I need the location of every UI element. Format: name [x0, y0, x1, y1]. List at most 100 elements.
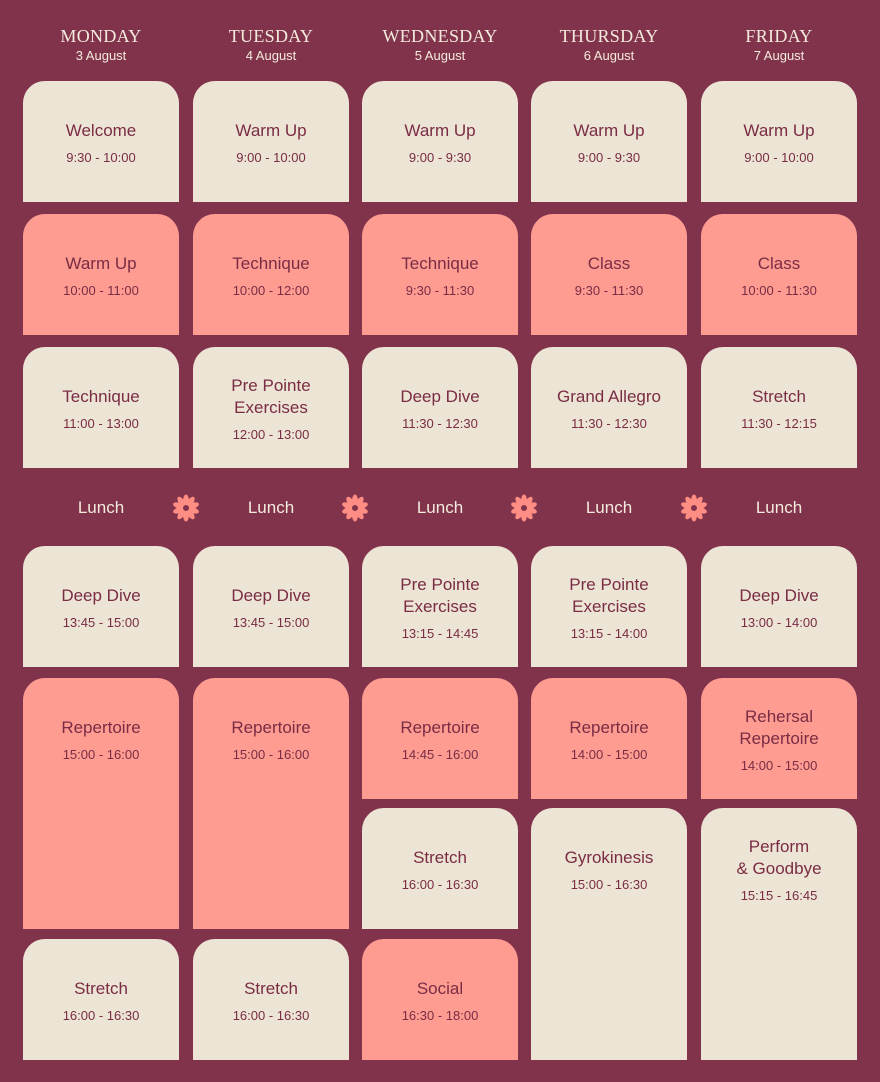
session-time: 15:00 - 16:00: [62, 747, 140, 762]
title-line: & Goodbye: [736, 859, 822, 878]
title-line: Technique: [401, 254, 479, 273]
title-line: Stretch: [413, 848, 467, 867]
flower-icon: [511, 494, 537, 522]
title-line: Warm Up: [404, 121, 476, 140]
title-line: Repertoire: [739, 729, 819, 748]
session-card: Technique 9:30 - 11:30: [362, 214, 518, 335]
title-line: Exercises: [234, 398, 308, 417]
session-time: 15:00 - 16:00: [232, 747, 310, 762]
session-card: Pre Pointe Exercises 13:15 - 14:45: [362, 546, 518, 667]
petal: [515, 496, 525, 508]
title-line: Stretch: [752, 387, 806, 406]
session-time: 14:45 - 16:00: [401, 747, 479, 762]
session-card: Class 10:00 - 11:30: [701, 214, 857, 335]
flower-icon: [681, 494, 707, 522]
session-title: Pre Pointe Exercises: [193, 375, 349, 419]
day-date: 5 August: [414, 48, 466, 63]
session-time: 16:30 - 18:00: [401, 1008, 479, 1023]
session-title: Warm Up: [23, 253, 179, 275]
title-line: Exercises: [403, 597, 477, 616]
session-title: Perform & Goodbye: [701, 836, 857, 880]
session-card: Repertoire 15:00 - 16:00: [23, 678, 179, 929]
title-line: Stretch: [244, 979, 298, 998]
day-name: MONDAY: [60, 26, 142, 46]
session-card: Pre Pointe Exercises 12:00 - 13:00: [193, 347, 349, 468]
session-card: Welcome 9:30 - 10:00: [23, 81, 179, 202]
session-time: 11:30 - 12:15: [741, 416, 817, 431]
title-line: Pre Pointe: [231, 376, 311, 395]
session-time: 14:00 - 15:00: [740, 758, 818, 773]
session-title: Warm Up: [362, 120, 518, 142]
session-title: Social: [362, 978, 518, 1000]
lunch-label: Lunch: [755, 498, 803, 517]
session-title: Pre Pointe Exercises: [531, 574, 687, 618]
flower-center: [352, 505, 358, 511]
flower-icon: [173, 494, 199, 522]
session-card: Stretch 16:00 - 16:30: [362, 808, 518, 929]
session-title: Repertoire: [193, 717, 349, 739]
session-title: Warm Up: [701, 120, 857, 142]
session-card: Repertoire 14:00 - 15:00: [531, 678, 687, 799]
session-time: 16:00 - 16:30: [62, 1008, 140, 1023]
day-date: 4 August: [245, 48, 297, 63]
title-line: Repertoire: [400, 718, 480, 737]
session-title: Technique: [23, 386, 179, 408]
session-time: 13:00 - 14:00: [740, 615, 818, 630]
session-title: Class: [531, 253, 687, 275]
session-card: Perform & Goodbye 15:15 - 16:45: [701, 808, 857, 1060]
session-title: Rehersal Repertoire: [701, 706, 857, 750]
session-time: 9:30 - 11:30: [574, 283, 644, 298]
session-title: Repertoire: [23, 717, 179, 739]
session-time: 9:00 - 9:30: [577, 150, 641, 165]
title-line: Deep Dive: [739, 586, 819, 605]
petal: [346, 496, 356, 508]
session-time: 13:45 - 15:00: [62, 615, 140, 630]
day-date: 6 August: [583, 48, 635, 63]
title-line: Perform: [748, 837, 810, 856]
title-line: Deep Dive: [400, 387, 480, 406]
lunch-label: Lunch: [247, 498, 295, 517]
title-line: Class: [587, 254, 631, 273]
session-time: 11:00 - 13:00: [63, 416, 139, 431]
petal: [685, 496, 695, 508]
title-line: Technique: [62, 387, 140, 406]
title-line: Class: [757, 254, 801, 273]
session-card: Class 9:30 - 11:30: [531, 214, 687, 335]
session-title: Class: [701, 253, 857, 275]
session-time: 11:30 - 12:30: [402, 416, 478, 431]
title-line: Grand Allegro: [557, 387, 661, 406]
session-time: 16:00 - 16:30: [401, 877, 479, 892]
title-line: Technique: [232, 254, 310, 273]
day-date: 7 August: [753, 48, 805, 63]
session-card: Technique 11:00 - 13:00: [23, 347, 179, 468]
title-line: Rehersal: [744, 707, 814, 726]
session-title: Technique: [362, 253, 518, 275]
session-card: Social 16:30 - 18:00: [362, 939, 518, 1060]
session-time: 9:30 - 10:00: [66, 150, 136, 165]
session-time: 12:00 - 13:00: [232, 427, 310, 442]
day-name: FRIDAY: [745, 26, 813, 46]
session-card: Stretch 11:30 - 12:15: [701, 347, 857, 468]
title-line: Warm Up: [65, 254, 137, 273]
session-time: 15:00 - 16:30: [570, 877, 648, 892]
session-title: Stretch: [701, 386, 857, 408]
session-title: Repertoire: [362, 717, 518, 739]
session-time: 9:00 - 10:00: [236, 150, 306, 165]
title-line: Pre Pointe: [400, 575, 480, 594]
title-line: Pre Pointe: [569, 575, 649, 594]
session-title: Stretch: [362, 847, 518, 869]
title-line: Warm Up: [743, 121, 815, 140]
session-time: 15:15 - 16:45: [740, 888, 818, 903]
title-line: Gyrokinesis: [564, 848, 654, 867]
title-line: Exercises: [572, 597, 646, 616]
session-title: Stretch: [23, 978, 179, 1000]
session-time: 9:00 - 10:00: [744, 150, 814, 165]
session-card: Technique 10:00 - 12:00: [193, 214, 349, 335]
session-title: Pre Pointe Exercises: [362, 574, 518, 618]
session-time: 16:00 - 16:30: [232, 1008, 310, 1023]
day-name: TUESDAY: [228, 26, 314, 46]
session-card: Grand Allegro 11:30 - 12:30: [531, 347, 687, 468]
session-card: Warm Up 9:00 - 10:00: [701, 81, 857, 202]
